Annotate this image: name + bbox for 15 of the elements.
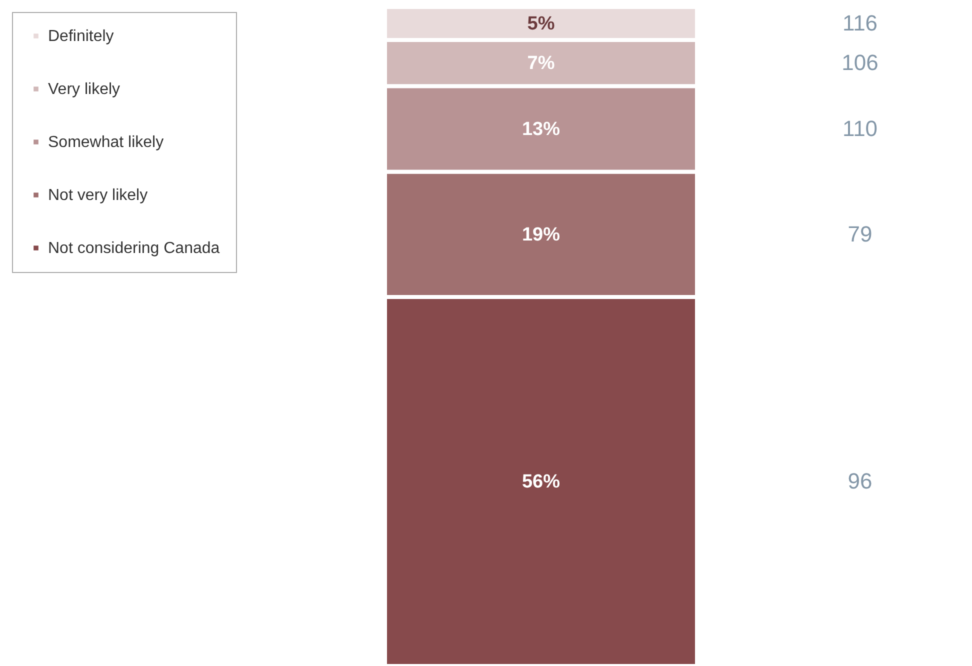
legend-label: Not considering Canada [48, 240, 220, 257]
legend-label: Somewhat likely [48, 134, 164, 151]
data-label: 13% [522, 118, 560, 140]
text: 116 [842, 10, 878, 36]
text: 79 [848, 221, 872, 246]
text: 110 [842, 116, 878, 141]
legend-label: Not very likely [48, 187, 148, 204]
data-label: 7% [527, 53, 555, 74]
text: 106 [842, 50, 878, 76]
legend-label: Definitely [48, 28, 114, 45]
data-label: 19% [522, 224, 560, 246]
text: 96 [848, 468, 872, 494]
legend-label: Very likely [48, 81, 120, 98]
data-label: 5% [527, 13, 555, 34]
data-label: 56% [522, 471, 560, 492]
